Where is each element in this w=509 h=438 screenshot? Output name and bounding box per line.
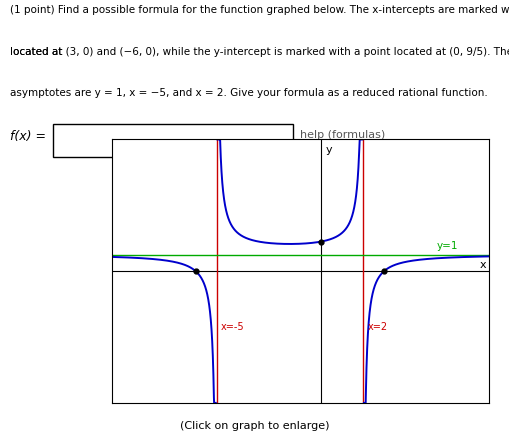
Text: y=1: y=1	[436, 240, 458, 251]
Text: help (formulas): help (formulas)	[300, 130, 385, 140]
Text: y: y	[325, 145, 332, 155]
Text: (1 point) Find a possible formula for the function graphed below. The x-intercep: (1 point) Find a possible formula for th…	[10, 5, 509, 15]
Text: located at (3, 0) and (−6, 0), while the y-intercept is marked with a point loca: located at (3, 0) and (−6, 0), while the…	[10, 46, 509, 57]
Text: (Click on graph to enlarge): (Click on graph to enlarge)	[180, 420, 329, 430]
Text: x=-5: x=-5	[221, 321, 244, 331]
Text: located at: located at	[10, 46, 66, 57]
Text: x=2: x=2	[367, 321, 387, 331]
Text: x: x	[480, 259, 487, 269]
Text: asymptotes are y = 1, x = −5, and x = 2. Give your formula as a reduced rational: asymptotes are y = 1, x = −5, and x = 2.…	[10, 88, 488, 98]
FancyBboxPatch shape	[53, 125, 293, 158]
Text: f(x) =: f(x) =	[10, 130, 50, 143]
